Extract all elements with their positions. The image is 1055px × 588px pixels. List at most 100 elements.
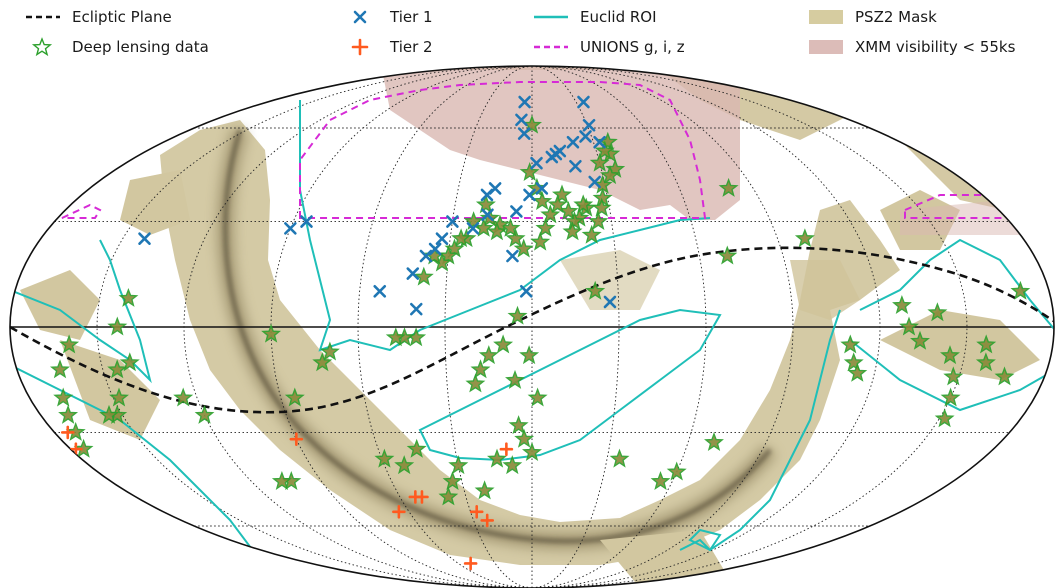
deep-lensing-point [312, 352, 333, 372]
deep-lensing-point [1010, 280, 1031, 300]
legend-label: Tier 1 [390, 8, 433, 26]
deep-lensing-point [406, 438, 427, 458]
deep-lensing-point [486, 221, 507, 241]
longitude-gridline [531, 66, 620, 588]
deep-lensing-point [463, 211, 484, 230]
deep-lensing-point [573, 194, 594, 214]
deep-lensing-point [493, 334, 514, 354]
deep-lensing-point [108, 387, 130, 407]
deep-lensing-point [843, 352, 864, 372]
deep-lensing-point [521, 442, 543, 462]
deep-lensing-point [118, 287, 139, 307]
deep-lensing-point [394, 455, 415, 475]
tier2-point [469, 504, 484, 519]
deep-lensing-point [588, 211, 609, 230]
deep-lensing-point [502, 455, 523, 475]
deep-lensing-point [505, 369, 526, 389]
deep-lensing-point [530, 231, 551, 251]
deep-lensing-point [527, 387, 548, 407]
tier1-point [569, 159, 582, 173]
tier1-point [409, 302, 423, 316]
tier1-point [300, 215, 313, 228]
tier1-point [535, 182, 549, 195]
deep-lensing-point [507, 305, 528, 325]
legend-item-psz2: PSZ2 Mask [805, 6, 937, 28]
tier1-point [428, 242, 442, 256]
deep-lensing-point [519, 345, 540, 365]
deep-lensing-point [107, 316, 128, 336]
sky-map [9, 65, 1055, 588]
deep-lensing-point [505, 228, 526, 248]
legend-item-ecliptic: Ecliptic Plane [22, 6, 172, 28]
tier1-point [518, 95, 531, 109]
tier2-point [60, 425, 75, 440]
legend-label: Euclid ROI [580, 8, 657, 26]
deep-lensing-point [547, 194, 568, 214]
tier1-point [523, 188, 536, 202]
legend-label: Ecliptic Plane [72, 8, 172, 26]
deep-lensing-point [591, 197, 612, 217]
deep-lensing-point [271, 471, 292, 491]
tier1-point [406, 267, 420, 280]
deep-lensing-point [704, 432, 724, 452]
tier1-point [138, 232, 151, 245]
deep-lensing-point [58, 404, 79, 424]
deep-lensing-point [261, 323, 282, 343]
legend-item-unions: UNIONS g, i, z [530, 36, 685, 58]
deep-lensing-point [59, 334, 80, 354]
tier1-point [506, 249, 519, 263]
deep-lensing-point [600, 165, 620, 185]
deep-lensing-point [99, 404, 119, 424]
deep-lensing-point [532, 191, 553, 211]
deep-lensing-point [589, 152, 610, 172]
tier1-point [577, 95, 590, 109]
tier2-point [289, 432, 304, 446]
tier2-point [480, 513, 495, 528]
deep-lensing-point [448, 455, 469, 475]
tier2-point [408, 490, 423, 504]
deep-lensing-point [551, 184, 573, 204]
tier1-point [545, 150, 559, 164]
sky-boundary [9, 65, 1055, 588]
deep-lensing-point [540, 204, 561, 224]
deep-lensing-point [442, 471, 463, 491]
legend-blue-x-icon [353, 10, 367, 24]
deep-lensing-point [892, 295, 912, 315]
deep-lensing-point [934, 408, 955, 428]
deep-lensing-point [909, 330, 931, 350]
tier1-point [530, 156, 543, 170]
legend-magenta-dashed-line-icon [534, 45, 568, 49]
tier1-point [603, 295, 617, 309]
tier1-point [480, 188, 494, 202]
tier1-point [446, 215, 459, 228]
deep-lensing-point [594, 140, 615, 160]
deep-lensing-point [53, 387, 74, 407]
legend: Ecliptic Plane Deep lensing data Tier 1 … [0, 0, 1055, 70]
deep-lensing-point [194, 404, 215, 424]
legend-item-deep-lensing: Deep lensing data [22, 36, 209, 58]
deep-lensing-point [49, 359, 71, 379]
longitude-gridline [444, 66, 533, 588]
deep-lensing-point [927, 302, 948, 322]
deep-lensing-point [451, 228, 471, 248]
tier1-point [419, 249, 433, 263]
deep-lensing-point [486, 448, 508, 468]
deep-lensing-point [465, 373, 486, 393]
legend-label: XMM visibility < 55ks [855, 38, 1016, 56]
legend-item-tier1: Tier 1 [340, 6, 433, 28]
graticule-grid [10, 66, 1054, 588]
deep-lensing-point [943, 366, 964, 386]
legend-orange-plus-icon [351, 38, 369, 56]
deep-lensing-point [470, 359, 491, 379]
tier1-point [579, 130, 592, 143]
deep-lensing-point [475, 194, 496, 214]
tier2-point [499, 442, 514, 457]
tier1-point [519, 284, 533, 298]
tier1-point [481, 208, 494, 222]
legend-dashed-black-line-icon [26, 15, 60, 19]
data-points [49, 95, 1031, 571]
deep-lensing-point [717, 245, 738, 265]
deep-lensing-point [940, 387, 961, 407]
deep-lensing-point [847, 362, 868, 382]
legend-cyan-line-icon [534, 15, 568, 19]
